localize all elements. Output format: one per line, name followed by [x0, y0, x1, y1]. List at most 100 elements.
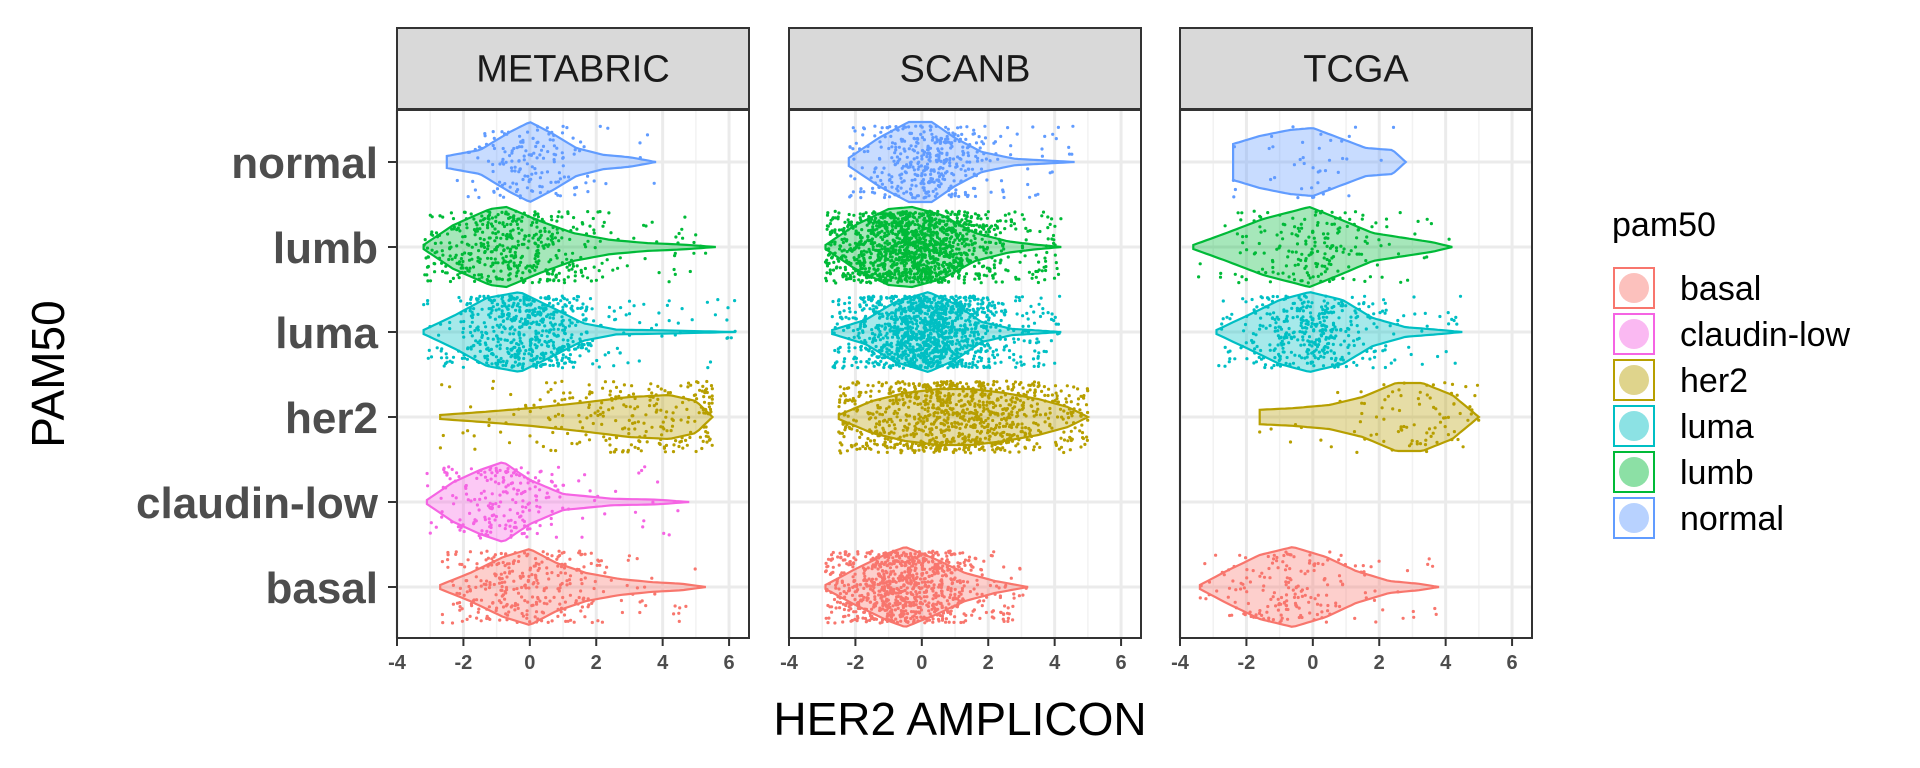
data-point — [587, 383, 591, 387]
data-point — [1046, 237, 1050, 241]
data-point — [695, 397, 699, 401]
data-point — [556, 555, 560, 559]
data-point — [853, 310, 858, 314]
data-point — [458, 562, 462, 566]
data-point — [1007, 349, 1012, 353]
data-point — [1052, 276, 1057, 280]
data-point — [977, 135, 981, 139]
data-point — [510, 159, 514, 163]
data-point — [847, 342, 851, 346]
data-point — [538, 191, 543, 195]
data-point — [864, 211, 868, 215]
data-point — [592, 179, 596, 183]
data-point — [588, 224, 592, 228]
data-point — [955, 213, 959, 217]
data-point — [555, 146, 559, 150]
data-point — [581, 516, 585, 520]
data-point — [486, 556, 490, 560]
x-tick-label: 4 — [657, 652, 669, 674]
data-point — [423, 238, 427, 242]
data-point — [954, 188, 958, 192]
data-point — [837, 211, 841, 215]
data-point — [872, 351, 876, 355]
data-point — [969, 215, 974, 219]
data-point — [672, 612, 676, 616]
data-point — [1059, 217, 1063, 221]
data-point — [570, 304, 574, 308]
data-point — [1002, 195, 1006, 200]
data-point — [603, 571, 607, 575]
data-point — [428, 531, 432, 535]
data-point — [521, 177, 525, 182]
data-point — [831, 299, 835, 304]
data-point — [548, 301, 552, 305]
data-point — [460, 356, 464, 360]
data-point — [674, 439, 678, 443]
data-point — [725, 318, 729, 322]
data-point — [710, 397, 714, 401]
data-point — [560, 358, 564, 363]
data-point — [972, 264, 977, 268]
data-point — [1054, 261, 1058, 265]
data-point — [429, 521, 433, 525]
data-point — [607, 211, 611, 215]
data-point — [671, 450, 676, 454]
data-point — [602, 435, 606, 439]
data-point — [836, 215, 840, 219]
data-point — [441, 215, 445, 219]
data-point — [522, 154, 526, 158]
data-point — [586, 605, 590, 609]
data-point — [584, 347, 588, 351]
data-point — [525, 186, 530, 190]
data-point — [530, 165, 534, 169]
data-point — [667, 533, 671, 537]
data-point — [598, 124, 602, 128]
data-point — [858, 303, 862, 307]
data-point — [852, 275, 856, 279]
data-point — [989, 190, 993, 194]
data-point — [698, 388, 702, 392]
data-point — [597, 269, 601, 273]
data-point — [514, 274, 519, 278]
data-point — [847, 306, 852, 310]
data-point — [538, 230, 542, 234]
data-point — [1056, 272, 1061, 276]
data-point — [625, 264, 629, 268]
data-point — [518, 167, 522, 172]
data-point — [526, 471, 530, 475]
data-point — [546, 620, 550, 625]
data-point — [522, 158, 526, 162]
data-point — [968, 362, 972, 366]
data-point — [1009, 224, 1013, 228]
data-point — [673, 251, 677, 255]
data-point — [445, 271, 449, 275]
data-point — [443, 362, 448, 366]
data-point — [565, 298, 569, 302]
data-point — [667, 299, 671, 303]
data-point — [674, 235, 678, 239]
data-point — [684, 438, 688, 442]
data-point — [544, 296, 548, 300]
violin-lumb — [422, 205, 716, 289]
data-point — [447, 257, 451, 262]
data-point — [430, 230, 434, 234]
data-point — [600, 620, 605, 624]
data-point — [683, 215, 687, 219]
data-point — [498, 180, 502, 184]
data-point — [1003, 337, 1008, 341]
data-point — [561, 156, 565, 160]
data-point — [710, 387, 714, 391]
data-point — [859, 187, 863, 191]
data-point — [853, 177, 857, 181]
data-point — [704, 251, 708, 255]
data-point — [990, 304, 994, 308]
data-point — [957, 209, 961, 213]
data-point — [478, 536, 483, 540]
data-point — [835, 322, 839, 326]
data-point — [976, 216, 980, 220]
data-point — [603, 512, 607, 516]
data-point — [556, 302, 560, 306]
data-point — [608, 389, 613, 393]
data-point — [1046, 226, 1050, 230]
data-point — [448, 385, 452, 389]
